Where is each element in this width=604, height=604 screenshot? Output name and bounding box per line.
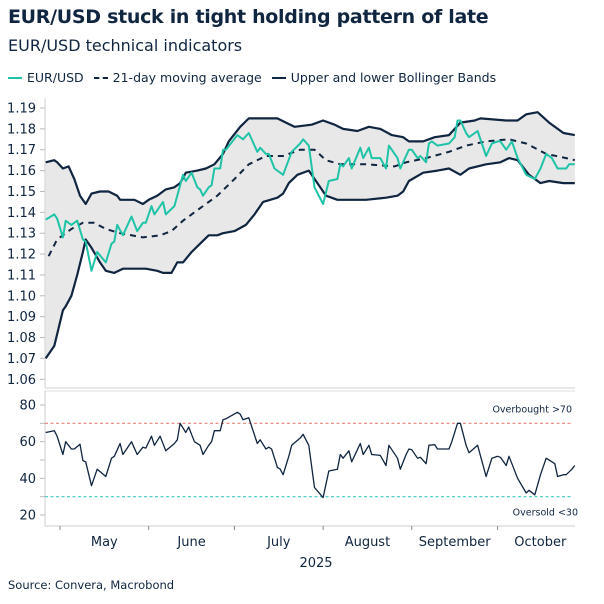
rsi-y-tick-label: 60 bbox=[19, 435, 36, 450]
source-note: Source: Convera, Macrobond bbox=[8, 578, 175, 592]
eurusd-price-line bbox=[45, 119, 575, 272]
legend-label-bands: Upper and lower Bollinger Bands bbox=[290, 70, 497, 85]
price-y-tick-label: 1.07 bbox=[7, 352, 36, 367]
legend: EUR/USD 21-day moving average Upper and … bbox=[8, 70, 496, 85]
lower-bollinger-band-line bbox=[44, 157, 575, 360]
price-y-tick-label: 1.18 bbox=[7, 122, 36, 137]
rsi-line bbox=[45, 411, 576, 499]
overbought-label: Overbought >70 bbox=[492, 404, 572, 415]
price-y-tick-label: 1.17 bbox=[7, 143, 36, 158]
rsi-y-tick-label: 20 bbox=[19, 509, 36, 524]
price-y-tick-label: 1.06 bbox=[7, 373, 36, 388]
price-y-tick-label: 1.09 bbox=[7, 310, 36, 325]
rsi-y-tick-label: 80 bbox=[19, 399, 36, 414]
x-year-label: 2025 bbox=[299, 556, 332, 571]
price-y-tick-label: 1.14 bbox=[7, 206, 36, 221]
price-y-tick-label: 1.10 bbox=[7, 289, 36, 304]
legend-label-ma: 21-day moving average bbox=[112, 70, 262, 85]
legend-swatch-bands bbox=[271, 76, 286, 79]
x-month-label: June bbox=[176, 535, 205, 550]
price-y-tick-label: 1.08 bbox=[7, 331, 36, 346]
legend-swatch-ma bbox=[93, 76, 108, 79]
rsi-y-tick-label: 40 bbox=[19, 472, 36, 487]
price-y-tick-label: 1.19 bbox=[7, 102, 36, 117]
x-month-label: September bbox=[419, 535, 492, 550]
price-y-tick-label: 1.13 bbox=[7, 227, 36, 242]
legend-item-bands: Upper and lower Bollinger Bands bbox=[271, 70, 497, 85]
x-month-label: October bbox=[514, 535, 567, 550]
price-y-tick-label: 1.11 bbox=[7, 268, 36, 283]
oversold-label: Oversold <30 bbox=[513, 508, 578, 519]
legend-item-ma: 21-day moving average bbox=[93, 70, 262, 85]
legend-item-price: EUR/USD bbox=[8, 70, 84, 85]
price-y-tick-label: 1.15 bbox=[7, 185, 36, 200]
legend-label-price: EUR/USD bbox=[27, 70, 84, 85]
price-y-tick-label: 1.12 bbox=[7, 248, 36, 263]
x-month-label: August bbox=[345, 535, 391, 550]
moving-average-line bbox=[47, 138, 576, 257]
x-month-label: May bbox=[91, 535, 118, 550]
legend-swatch-price bbox=[8, 76, 22, 79]
x-month-label: July bbox=[266, 535, 291, 550]
price-y-tick-label: 1.16 bbox=[7, 164, 36, 179]
chart-title: EUR/USD stuck in tight holding pattern o… bbox=[8, 6, 489, 28]
chart-subtitle: EUR/USD technical indicators bbox=[8, 36, 243, 55]
